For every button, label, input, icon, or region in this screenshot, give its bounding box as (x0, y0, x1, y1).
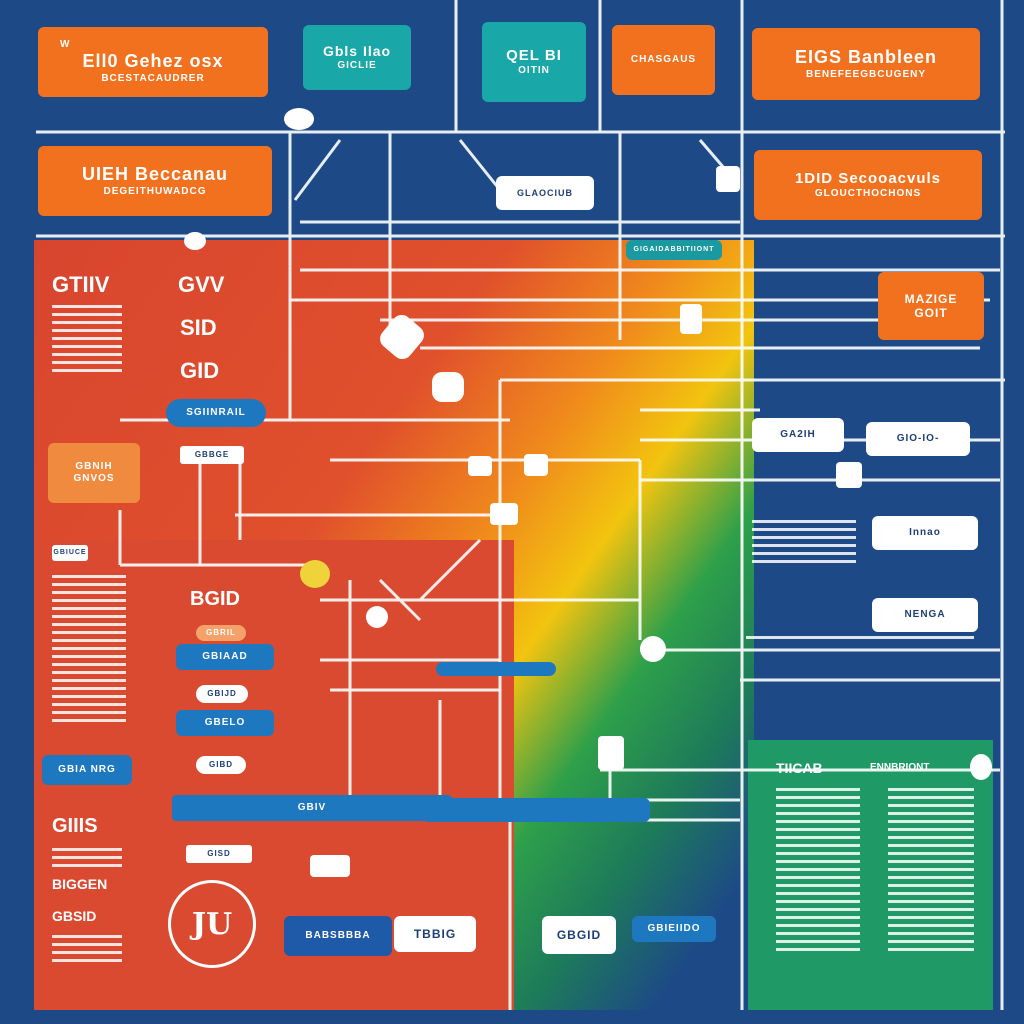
code-list-1: BIGGEN (52, 876, 108, 892)
top-card-2[interactable]: Gbls Ilao GICLIE (303, 25, 411, 90)
node (716, 166, 740, 192)
node (184, 232, 206, 250)
node (468, 456, 492, 476)
lower-red-text-1 (52, 575, 126, 727)
big-code: GIIIS (52, 815, 98, 837)
node (836, 462, 862, 488)
long-blue-bar[interactable]: GBIV (172, 795, 452, 821)
code-3: GID (180, 358, 220, 383)
lower-red-text-2 (52, 848, 122, 872)
pill-5[interactable]: GIBD (196, 756, 246, 774)
node (432, 372, 464, 402)
side-card-1[interactable]: UIEH Beccanau DEGEITHUWADCG (38, 146, 272, 216)
green-panel-subtitle: ENNBRIONT (870, 762, 930, 773)
bottom-bar-left[interactable]: BABSBBBA (284, 916, 392, 956)
center-bar[interactable] (422, 798, 650, 822)
code-list-2: GBSID (52, 908, 97, 924)
node (970, 754, 992, 780)
top-card-5[interactable]: EIGS Banbleen BENEFEEGBCUGENY (752, 28, 980, 100)
lower-red-text-3 (52, 935, 122, 967)
node (598, 736, 624, 770)
green-panel-title: TIICAB (776, 760, 823, 776)
node (366, 606, 388, 628)
green-text-1 (776, 788, 860, 956)
yellow-node (300, 560, 330, 588)
lower-tag-left[interactable]: GBIUCE (52, 545, 88, 561)
mid-white-card[interactable]: GLAOCIUB (496, 176, 594, 210)
right-label-2[interactable]: GIO-IO- (866, 422, 970, 456)
white-tag-2[interactable]: GISD (186, 845, 252, 863)
right-text-block (752, 520, 856, 568)
pill-3[interactable]: GBIJD (196, 685, 248, 703)
top-card-3[interactable]: QEL BI OITIN (482, 22, 586, 102)
right-label-1[interactable]: GA2IH (752, 418, 844, 452)
green-text-2 (888, 788, 974, 956)
code-1: GVV (178, 272, 225, 297)
right-label-4[interactable]: NENGA (872, 598, 978, 632)
node (490, 503, 518, 525)
right-label-3[interactable]: Innao (872, 516, 978, 550)
right-strip (746, 636, 974, 644)
node (640, 636, 666, 662)
code-2: SID (180, 315, 217, 340)
pill-2[interactable]: GBIAAD (176, 644, 274, 670)
node (524, 454, 548, 476)
bottom-bar-mid[interactable]: TBBIG (394, 916, 476, 952)
red-panel-heading: GTIIV (52, 272, 110, 297)
top-card-1[interactable]: W Ell0 Gehez osx BCESTACAUDRER (38, 27, 268, 97)
green-text-panel (748, 740, 993, 1010)
red-panel-badge: GBNIH GNVOS (48, 443, 140, 503)
teal-strip: GIGAIDABBITIIONT (626, 240, 722, 260)
red-panel-text (52, 305, 122, 377)
white-tag[interactable]: GBBGE (180, 446, 244, 464)
node (310, 855, 350, 877)
red-panel-button[interactable]: SGIINRAIL (166, 399, 266, 427)
bottom-bar-far[interactable]: GBIEIIDO (632, 916, 716, 942)
node (680, 304, 702, 334)
blue-tag[interactable]: GBIA NRG (42, 755, 132, 785)
circle-logo: JU (168, 880, 256, 968)
lower-mid-heading: BGID (190, 588, 240, 610)
node (284, 108, 314, 130)
side-card-3[interactable]: MAZIGE GOIT (878, 272, 984, 340)
center-pill[interactable] (436, 662, 556, 676)
side-card-2[interactable]: 1DID Secooacvuls GLOUCTHOCHONS (754, 150, 982, 220)
bottom-bar-right[interactable]: GBGID (542, 916, 616, 954)
top-card-4[interactable]: CHASGAUS (612, 25, 715, 95)
pill-1[interactable]: GBRIL (196, 625, 246, 641)
pill-4[interactable]: GBELO (176, 710, 274, 736)
